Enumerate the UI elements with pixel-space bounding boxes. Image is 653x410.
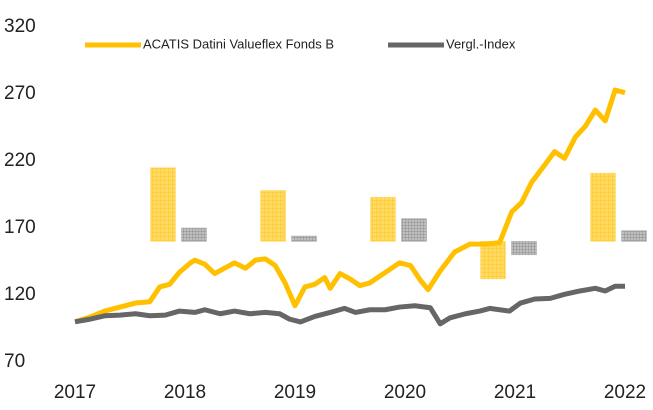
legend-label: Vergl.-Index bbox=[446, 36, 516, 51]
y-tick-label: 170 bbox=[4, 217, 36, 238]
y-tick-label: 220 bbox=[4, 150, 36, 171]
bar bbox=[260, 190, 286, 242]
bar bbox=[401, 218, 427, 242]
bar bbox=[370, 196, 396, 242]
legend-label: ACATIS Datini Valueflex Fonds B bbox=[143, 36, 334, 51]
y-tick-label: 70 bbox=[4, 351, 25, 372]
bar bbox=[480, 241, 506, 280]
x-tick-label: 2017 bbox=[54, 382, 96, 403]
bar bbox=[181, 227, 207, 242]
x-tick-label: 2019 bbox=[274, 382, 316, 403]
x-tick-label: 2022 bbox=[604, 382, 646, 403]
bar bbox=[150, 167, 176, 242]
y-tick-label: 320 bbox=[4, 16, 36, 37]
x-tick-label: 2020 bbox=[384, 382, 426, 403]
line bbox=[74, 87, 626, 325]
bar bbox=[511, 241, 537, 256]
line bbox=[74, 283, 625, 327]
y-tick-label: 120 bbox=[4, 284, 36, 305]
bar bbox=[621, 230, 647, 242]
y-tick-label: 270 bbox=[4, 83, 36, 104]
x-tick-label: 2021 bbox=[494, 382, 536, 403]
bar bbox=[291, 235, 317, 242]
x-tick-label: 2018 bbox=[164, 382, 206, 403]
bar bbox=[590, 172, 616, 242]
